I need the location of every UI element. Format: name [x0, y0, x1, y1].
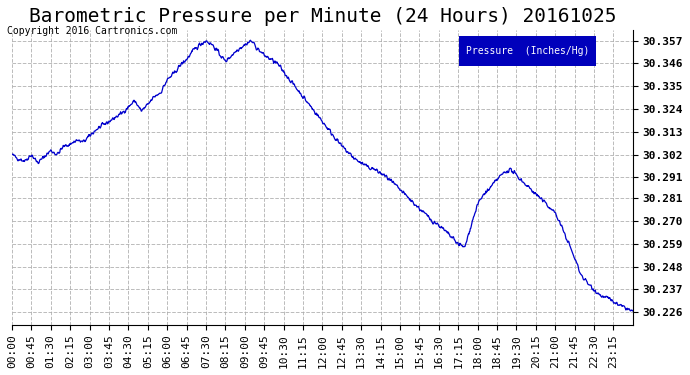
Title: Barometric Pressure per Minute (24 Hours) 20161025: Barometric Pressure per Minute (24 Hours… [29, 7, 616, 26]
Text: Copyright 2016 Cartronics.com: Copyright 2016 Cartronics.com [7, 26, 177, 36]
